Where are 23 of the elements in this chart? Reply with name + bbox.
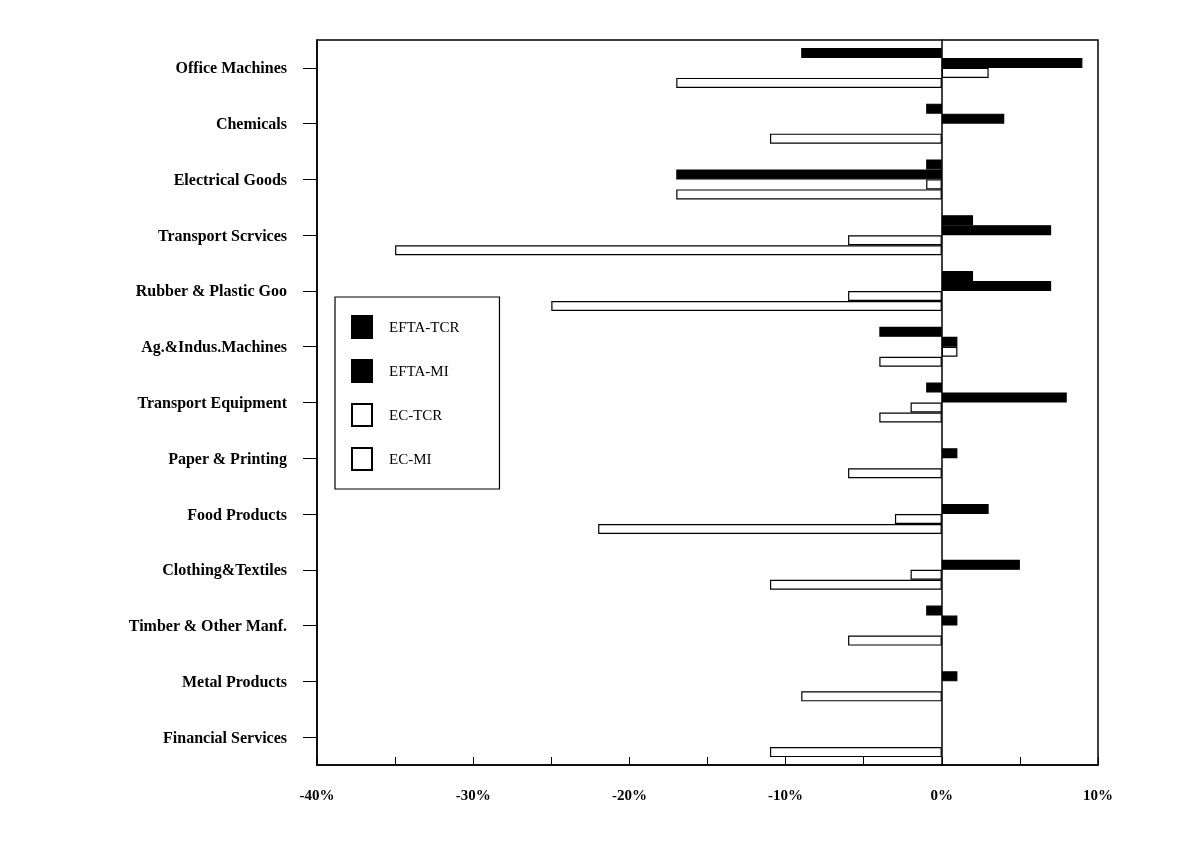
- y-tick-label: Clothing&Textiles: [162, 561, 287, 580]
- y-tick-label: Timber & Other Manf.: [128, 617, 287, 635]
- legend-label: EC-MI: [389, 451, 432, 467]
- legend-label: EFTA-TCR: [389, 319, 460, 335]
- y-tick-label: Transport Equipment: [137, 394, 288, 412]
- x-tick-label: -10%: [768, 786, 804, 803]
- y-tick-label: Food Products: [187, 505, 287, 523]
- y-tick-label: Electrical Goods: [173, 170, 287, 188]
- x-tick-label: 0%: [930, 786, 954, 803]
- y-tick-label: Transport Scrvices: [157, 226, 287, 245]
- y-tick-label: Chemicals: [215, 115, 287, 133]
- y-tick-label: Office Machines: [175, 59, 287, 77]
- x-tick-label: -30%: [455, 786, 491, 803]
- y-tick-label: Financial Services: [163, 728, 287, 746]
- y-tick-label: Ag.&Indus.Machines: [141, 338, 287, 357]
- y-tick-label: Paper & Printing: [168, 449, 287, 468]
- y-tick-label: Rubber & Plastic Goo: [135, 282, 287, 300]
- x-tick-label: 10%: [1083, 786, 1113, 803]
- y-tick-label: Metal Products: [181, 672, 287, 690]
- legend-label: EFTA-MI: [389, 363, 449, 379]
- x-tick-label: -20%: [611, 786, 647, 803]
- x-tick-label: -40%: [299, 786, 335, 803]
- legend-label: EC-TCR: [389, 407, 443, 423]
